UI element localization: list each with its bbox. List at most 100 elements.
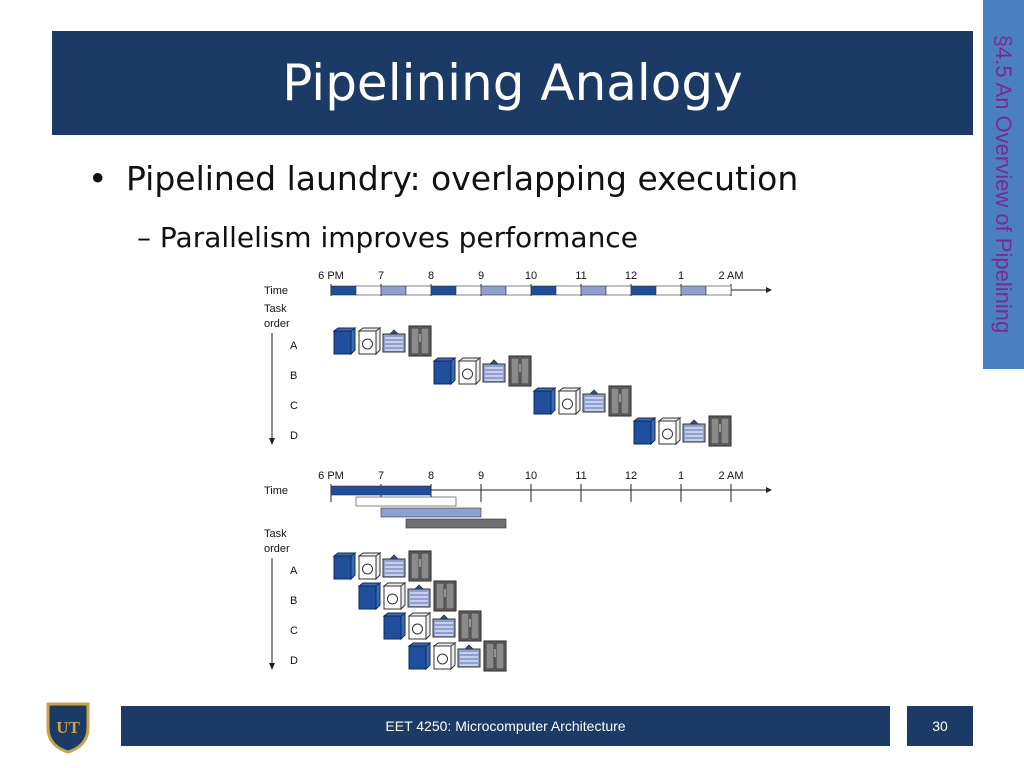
task-C-collar <box>439 614 449 620</box>
task-B-washer-top <box>357 582 382 611</box>
university-shield-logo: UT <box>46 702 90 754</box>
timeline-segment-white <box>455 285 482 296</box>
task-B-closet-door-left <box>510 357 520 385</box>
sub-bullet-marker: – <box>137 221 151 254</box>
task-order-label: Task <box>264 528 287 540</box>
timeline-segment-white <box>355 285 382 296</box>
logo-lettering: UT <box>56 718 80 737</box>
bullet-level-2: – Parallelism improves performance <box>137 220 638 256</box>
task-B-closet-door-left <box>435 582 445 610</box>
task-A-closet-door-left <box>410 552 420 580</box>
task-A-dryer-door <box>362 338 373 350</box>
task-B-washer-icon <box>358 585 377 610</box>
sub-bullet-text: Parallelism improves performance <box>159 221 638 254</box>
task-A-washer-top <box>332 327 357 356</box>
task-B-dryer-door <box>387 593 398 605</box>
task-D-dryer-door <box>437 653 448 665</box>
task-B-closet-door-right <box>520 357 530 385</box>
timeline-segment-dry <box>380 507 482 518</box>
time-axis-label: Time <box>264 285 288 297</box>
task-label-C: C <box>290 400 298 412</box>
task-C-collar <box>589 389 599 395</box>
timeline-segment-white <box>555 285 582 296</box>
timeline-segment-white <box>705 285 732 296</box>
task-B-dryer-top <box>457 357 482 386</box>
task-D-collar <box>464 644 474 650</box>
time-tick-label: 10 <box>525 470 537 482</box>
task-A-closet-door-right <box>420 552 430 580</box>
task-D-closet-door-left <box>710 417 720 445</box>
timeline-segment-dry <box>580 285 607 296</box>
task-A-dryer-door <box>362 563 373 575</box>
time-tick-label: 6 PM <box>318 270 344 282</box>
bullet-level-1: • Pipelined laundry: overlapping executio… <box>88 158 798 200</box>
time-tick-label: 12 <box>625 470 637 482</box>
task-A-washer-icon <box>333 555 352 580</box>
task-D-dryer-top <box>657 417 682 446</box>
timeline-segment-dry <box>480 285 507 296</box>
task-A-collar <box>389 554 399 560</box>
timeline-segment-wash <box>530 285 557 296</box>
timeline-segment-white <box>505 285 532 296</box>
task-B-washer-top <box>432 357 457 386</box>
time-tick-label: 8 <box>428 470 434 482</box>
task-B-folded-clothes-icon <box>407 588 431 608</box>
timeline-segment-dry <box>680 285 707 296</box>
task-label-A: A <box>290 565 298 577</box>
task-D-washer-icon <box>408 645 427 670</box>
task-A-closet-door-right <box>420 327 430 355</box>
bullet-text: Pipelined laundry: overlapping execution <box>126 159 799 198</box>
task-C-dryer-top <box>407 612 432 641</box>
timeline-segment-wash <box>330 485 432 496</box>
task-order-axis-arrow <box>269 663 275 670</box>
title-bar: Pipelining Analogy <box>52 31 973 135</box>
time-tick-label: 11 <box>575 470 586 482</box>
timeline-segment-store <box>405 518 507 529</box>
time-tick-label: 2 AM <box>718 470 743 482</box>
timeline-segment-dry <box>380 285 407 296</box>
task-order-label: order <box>264 318 290 330</box>
task-C-washer-top <box>532 387 557 416</box>
task-label-D: D <box>290 430 298 442</box>
task-D-collar <box>689 419 699 425</box>
task-B-collar <box>414 584 424 590</box>
task-C-folded-clothes-icon <box>582 393 606 413</box>
task-D-washer-top <box>632 417 657 446</box>
task-order-label: order <box>264 543 290 555</box>
time-axis-label: Time <box>264 485 288 497</box>
time-tick-label: 1 <box>678 270 684 282</box>
task-label-A: A <box>290 340 298 352</box>
task-A-folded-clothes-icon <box>382 333 406 353</box>
time-axis-arrow <box>766 487 772 493</box>
task-C-closet-door-right <box>620 387 630 415</box>
task-label-C: C <box>290 625 298 637</box>
task-A-folded-clothes-icon <box>382 558 406 578</box>
slide-title: Pipelining Analogy <box>282 54 743 112</box>
timeline-segment-white <box>405 285 432 296</box>
task-D-folded-clothes-icon <box>457 648 481 668</box>
task-C-closet-door-left <box>610 387 620 415</box>
task-A-washer-top <box>332 552 357 581</box>
time-tick-label: 8 <box>428 270 434 282</box>
footer-course: EET 4250: Microcomputer Architecture <box>121 706 890 746</box>
time-tick-label: 1 <box>678 470 684 482</box>
section-tab-label: §4.5 An Overview of Pipelining <box>991 34 1016 334</box>
task-B-folded-clothes-icon <box>482 363 506 383</box>
task-A-closet-door-left <box>410 327 420 355</box>
time-tick-label: 9 <box>478 470 484 482</box>
task-label-B: B <box>290 370 297 382</box>
timeline-segment-wash <box>330 285 357 296</box>
page-number: 30 <box>907 706 973 746</box>
task-B-washer-icon <box>433 360 452 385</box>
task-label-B: B <box>290 595 297 607</box>
task-D-closet-door-left <box>485 642 495 670</box>
time-tick-label: 2 AM <box>718 270 743 282</box>
task-C-folded-clothes-icon <box>432 618 456 638</box>
time-tick-label: 9 <box>478 270 484 282</box>
task-D-closet-door-right <box>495 642 505 670</box>
task-order-label: Task <box>264 303 287 315</box>
time-tick-label: 11 <box>575 270 586 282</box>
timeline-segment-white <box>355 496 457 507</box>
task-A-dryer-top <box>357 552 382 581</box>
